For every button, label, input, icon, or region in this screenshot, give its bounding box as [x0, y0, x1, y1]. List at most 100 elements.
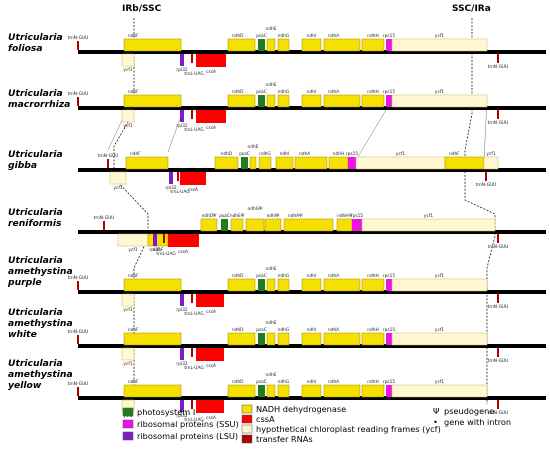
gene-label: psaC	[256, 273, 267, 279]
gene-label: rps15	[383, 33, 395, 39]
gene-css-block	[196, 110, 226, 123]
gene-label: ndhF	[128, 33, 139, 39]
gene-rpl-block	[180, 54, 184, 66]
gene-css-block	[196, 400, 224, 413]
genome-line	[78, 50, 546, 54]
gene-trn-block	[191, 400, 193, 409]
gene-ndh-block	[277, 384, 290, 398]
gene-label-cssa: cssA	[206, 125, 216, 131]
species-name-line: Utricularia	[8, 88, 63, 99]
gene-label: ycf1	[424, 213, 433, 219]
gene-label: trnL-UAG	[170, 189, 189, 195]
gene-rpl-block	[169, 172, 173, 184]
gene-rpl-block	[180, 294, 184, 306]
gene-label: ndhG	[278, 327, 290, 333]
gene-ycf-block	[361, 218, 496, 232]
gene-trn-block	[103, 221, 105, 230]
gene-label: ndhH	[333, 151, 344, 157]
gene-label: ndhF	[128, 89, 139, 95]
gene-label: trnN-GUU	[68, 35, 89, 41]
gene-label-cssa: cssA	[206, 309, 216, 315]
gene-label: trnN-GUU	[488, 304, 509, 310]
genome-line	[78, 230, 546, 234]
gene-label: ycf1	[128, 247, 137, 253]
gene-label: ycf1	[435, 273, 444, 279]
gene-ycf-block	[109, 171, 127, 185]
gene-label: ndhG	[278, 89, 290, 95]
gene-label: ndhE	[266, 320, 277, 326]
gene-ndh-block	[275, 156, 294, 170]
gene-label: trnL-UAG	[184, 311, 203, 317]
gene-ndh-block	[277, 332, 290, 346]
species-name-line: gibba	[8, 160, 37, 171]
gene-ndh-block	[361, 278, 385, 292]
gene-trn-block	[77, 97, 79, 106]
irb-ssc-junction-line	[113, 18, 149, 404]
gene-label: ndhA	[328, 327, 339, 333]
gene-ndh-block	[301, 384, 322, 398]
gene-psa-block	[258, 279, 265, 291]
psi-symbol: Ψ	[433, 406, 439, 416]
gene-label: ndhE	[266, 82, 277, 88]
gene-label-cssa: cssA	[206, 363, 216, 369]
gene-ndh-block	[336, 218, 353, 232]
gene-label: trnL-UAG	[184, 71, 203, 77]
gene-label: psaC	[239, 151, 250, 157]
gene-ndh-block	[283, 218, 334, 232]
gene-label: ndhF	[128, 273, 139, 279]
gene-label: ndhD	[232, 273, 244, 279]
gene-ndh-block	[277, 94, 290, 108]
junction-connector	[167, 115, 182, 153]
gene-label: ndhD	[232, 379, 244, 385]
gene-ycf-block	[121, 53, 135, 67]
gene-trn-block	[497, 294, 499, 303]
ssc-ira-header: SSC/IRa	[452, 4, 491, 14]
gene-ndh-block	[227, 278, 256, 292]
gene-ndh-block	[328, 156, 349, 170]
gene-label: trnL-UAG	[156, 251, 175, 257]
gene-label: trnN-GUU	[488, 120, 509, 126]
genome-line	[78, 168, 546, 172]
legend-label: hypothetical chloroplast reading frames …	[256, 424, 441, 434]
gene-label: ndhD	[232, 327, 244, 333]
bullet-symbol: •	[433, 417, 438, 427]
legend: photosystem I ribosomal proteins (SSU) rib…	[122, 404, 511, 444]
legend-label: NADH dehydrogenase	[256, 404, 346, 414]
genome-line	[78, 396, 546, 400]
gene-trn-block	[497, 348, 499, 357]
gene-label: ycf1	[435, 89, 444, 95]
gene-label: ndhF	[128, 327, 139, 333]
gene-trn-block	[163, 234, 165, 243]
gene-label: ndhH	[367, 273, 378, 279]
species-name-line: amethystina	[8, 369, 73, 380]
legend-label: gene with intron	[444, 417, 511, 427]
gene-ycf-block	[121, 347, 135, 361]
legend-label: ribosomal proteins (SSU)	[137, 419, 239, 429]
gene-ndh-block	[123, 38, 182, 52]
gene-ndh-block	[266, 278, 276, 292]
gene-ndh-block	[361, 94, 385, 108]
gene-ndh-block	[361, 384, 385, 398]
gene-label: trnN-GUU	[94, 215, 115, 221]
species-name-line: Utricularia	[8, 207, 63, 218]
gene-ndh-block	[323, 332, 361, 346]
gene-css-block	[168, 234, 199, 247]
gene-label: ndhH	[367, 327, 378, 333]
gene-label: ndhD	[232, 33, 244, 39]
species-name-line: foliosa	[8, 43, 43, 54]
gene-ycf-block	[355, 156, 446, 170]
gene-ycf-block	[391, 94, 488, 108]
gene-ycf-block	[117, 233, 149, 247]
gene-label: ndhE	[266, 266, 277, 272]
gene-label: ndhI	[307, 89, 316, 95]
gene-label: trnN-GUU	[488, 64, 509, 70]
gene-label: ndhF	[130, 151, 141, 157]
species-name-line: amethystina	[8, 266, 73, 277]
gene-psa-block	[258, 39, 265, 51]
legend-swatch	[241, 414, 253, 424]
genome-line	[78, 290, 546, 294]
gene-label: trnN-GUU	[476, 182, 497, 188]
gene-label: ycf1	[396, 151, 405, 157]
